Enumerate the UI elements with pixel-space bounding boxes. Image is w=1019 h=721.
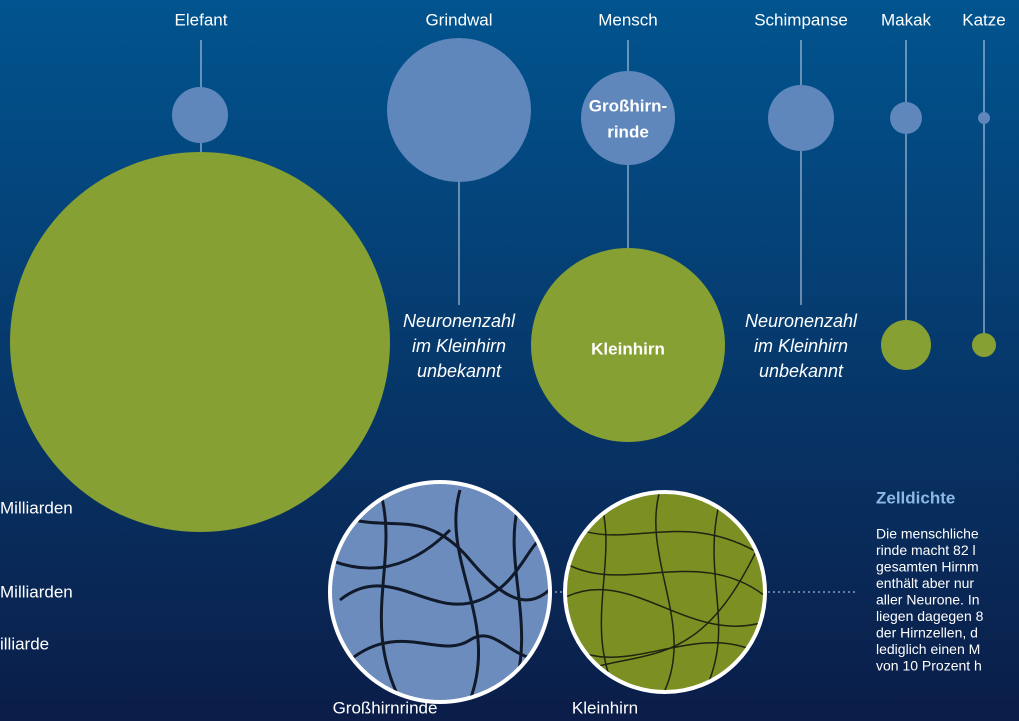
- label: rinde macht 82 l: [876, 542, 976, 558]
- circles: [10, 38, 996, 532]
- label: Mensch: [598, 10, 658, 29]
- label: lediglich einen M: [876, 641, 980, 657]
- label: Milliarden: [0, 498, 73, 517]
- label: gesamten Hirnm: [876, 559, 979, 575]
- label: Großhirnrinde: [333, 698, 438, 717]
- label: Makak: [881, 10, 932, 29]
- label: Zelldichte: [876, 488, 955, 507]
- label: liegen dagegen 8: [876, 608, 984, 624]
- label: Großhirn-: [589, 96, 667, 115]
- label: im Kleinhirn: [412, 336, 506, 356]
- label: Kleinhirn: [591, 339, 665, 358]
- label: von 10 Prozent h: [876, 658, 982, 674]
- label: im Kleinhirn: [754, 336, 848, 356]
- label: Die menschliche: [876, 526, 979, 542]
- label: illiarde: [0, 634, 49, 653]
- label: Schimpanse: [754, 10, 848, 29]
- label: Neuronenzahl: [745, 311, 858, 331]
- label: rinde: [607, 122, 649, 141]
- micro-images: [328, 480, 855, 704]
- label: aller Neurone. In: [876, 592, 980, 608]
- label: der Hirnzellen, d: [876, 625, 978, 641]
- label: Milliarden: [0, 582, 73, 601]
- label: unbekannt: [417, 361, 502, 381]
- label: unbekannt: [759, 361, 844, 381]
- label: Kleinhirn: [572, 698, 638, 717]
- label: Katze: [962, 10, 1005, 29]
- label: Elefant: [175, 10, 228, 29]
- label: Grindwal: [425, 10, 492, 29]
- label: enthält aber nur: [876, 575, 974, 591]
- label: Neuronenzahl: [403, 311, 516, 331]
